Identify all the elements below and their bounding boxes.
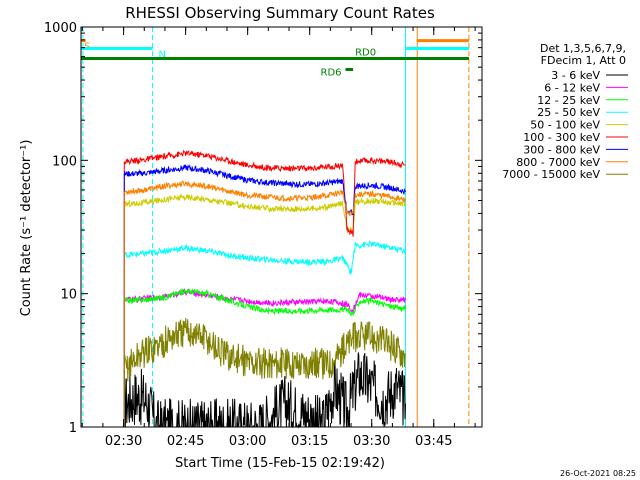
annotation-label-4: RD0	[355, 48, 376, 59]
annotation-label-2: N	[159, 49, 166, 60]
legend-label-8: 7000 - 15000 keV	[502, 168, 600, 181]
x-axis-label: Start Time (15-Feb-15 02:19:42)	[175, 456, 385, 471]
x-tick-label-0: 02:30	[105, 434, 142, 449]
annotation-label-5: RD6	[321, 68, 342, 79]
legend-label-6: 300 - 800 keV	[523, 143, 600, 156]
timestamp-footer: 26-Oct-2021 08:25	[560, 469, 636, 478]
series-line-8	[123, 317, 406, 382]
y-tick-label-3: 1000	[44, 21, 77, 36]
x-tick-label-5: 03:45	[415, 434, 452, 449]
legend-label-3: 25 - 50 keV	[537, 106, 600, 119]
legend-label-5: 100 - 300 keV	[523, 131, 600, 144]
series-line-6	[123, 163, 406, 216]
series-line-2	[123, 287, 406, 317]
y-axis-label: Count Rate (s⁻¹ detector⁻¹)	[19, 140, 34, 317]
series-line-5	[123, 149, 406, 237]
legend-header-line2: FDecim 1, Att 0	[541, 54, 626, 67]
chart-title: RHESSI Observing Summary Count Rates	[125, 4, 435, 22]
series-line-4	[123, 193, 406, 233]
legend-label-4: 50 - 100 keV	[530, 119, 600, 132]
series-line-1	[123, 288, 406, 314]
legend-label-7: 800 - 7000 keV	[516, 156, 600, 169]
x-tick-label-3: 03:15	[291, 434, 328, 449]
legend-label-2: 12 - 25 keV	[537, 94, 600, 107]
x-tick-label-1: 02:45	[167, 434, 204, 449]
y-tick-label-2: 100	[52, 154, 77, 169]
x-tick-label-2: 03:00	[229, 434, 266, 449]
plot-frame	[80, 26, 483, 428]
legend-label-1: 6 - 12 keV	[544, 81, 600, 94]
series-line-3	[123, 239, 406, 276]
series-line-7	[124, 180, 406, 217]
legend-header-line1: Det 1,3,5,6,7,9,	[540, 42, 626, 55]
x-tick-label-4: 03:30	[353, 434, 390, 449]
y-tick-label-1: 10	[60, 288, 77, 303]
y-tick-label-0: 1	[69, 421, 77, 436]
legend-label-0: 3 - 6 keV	[551, 69, 600, 82]
